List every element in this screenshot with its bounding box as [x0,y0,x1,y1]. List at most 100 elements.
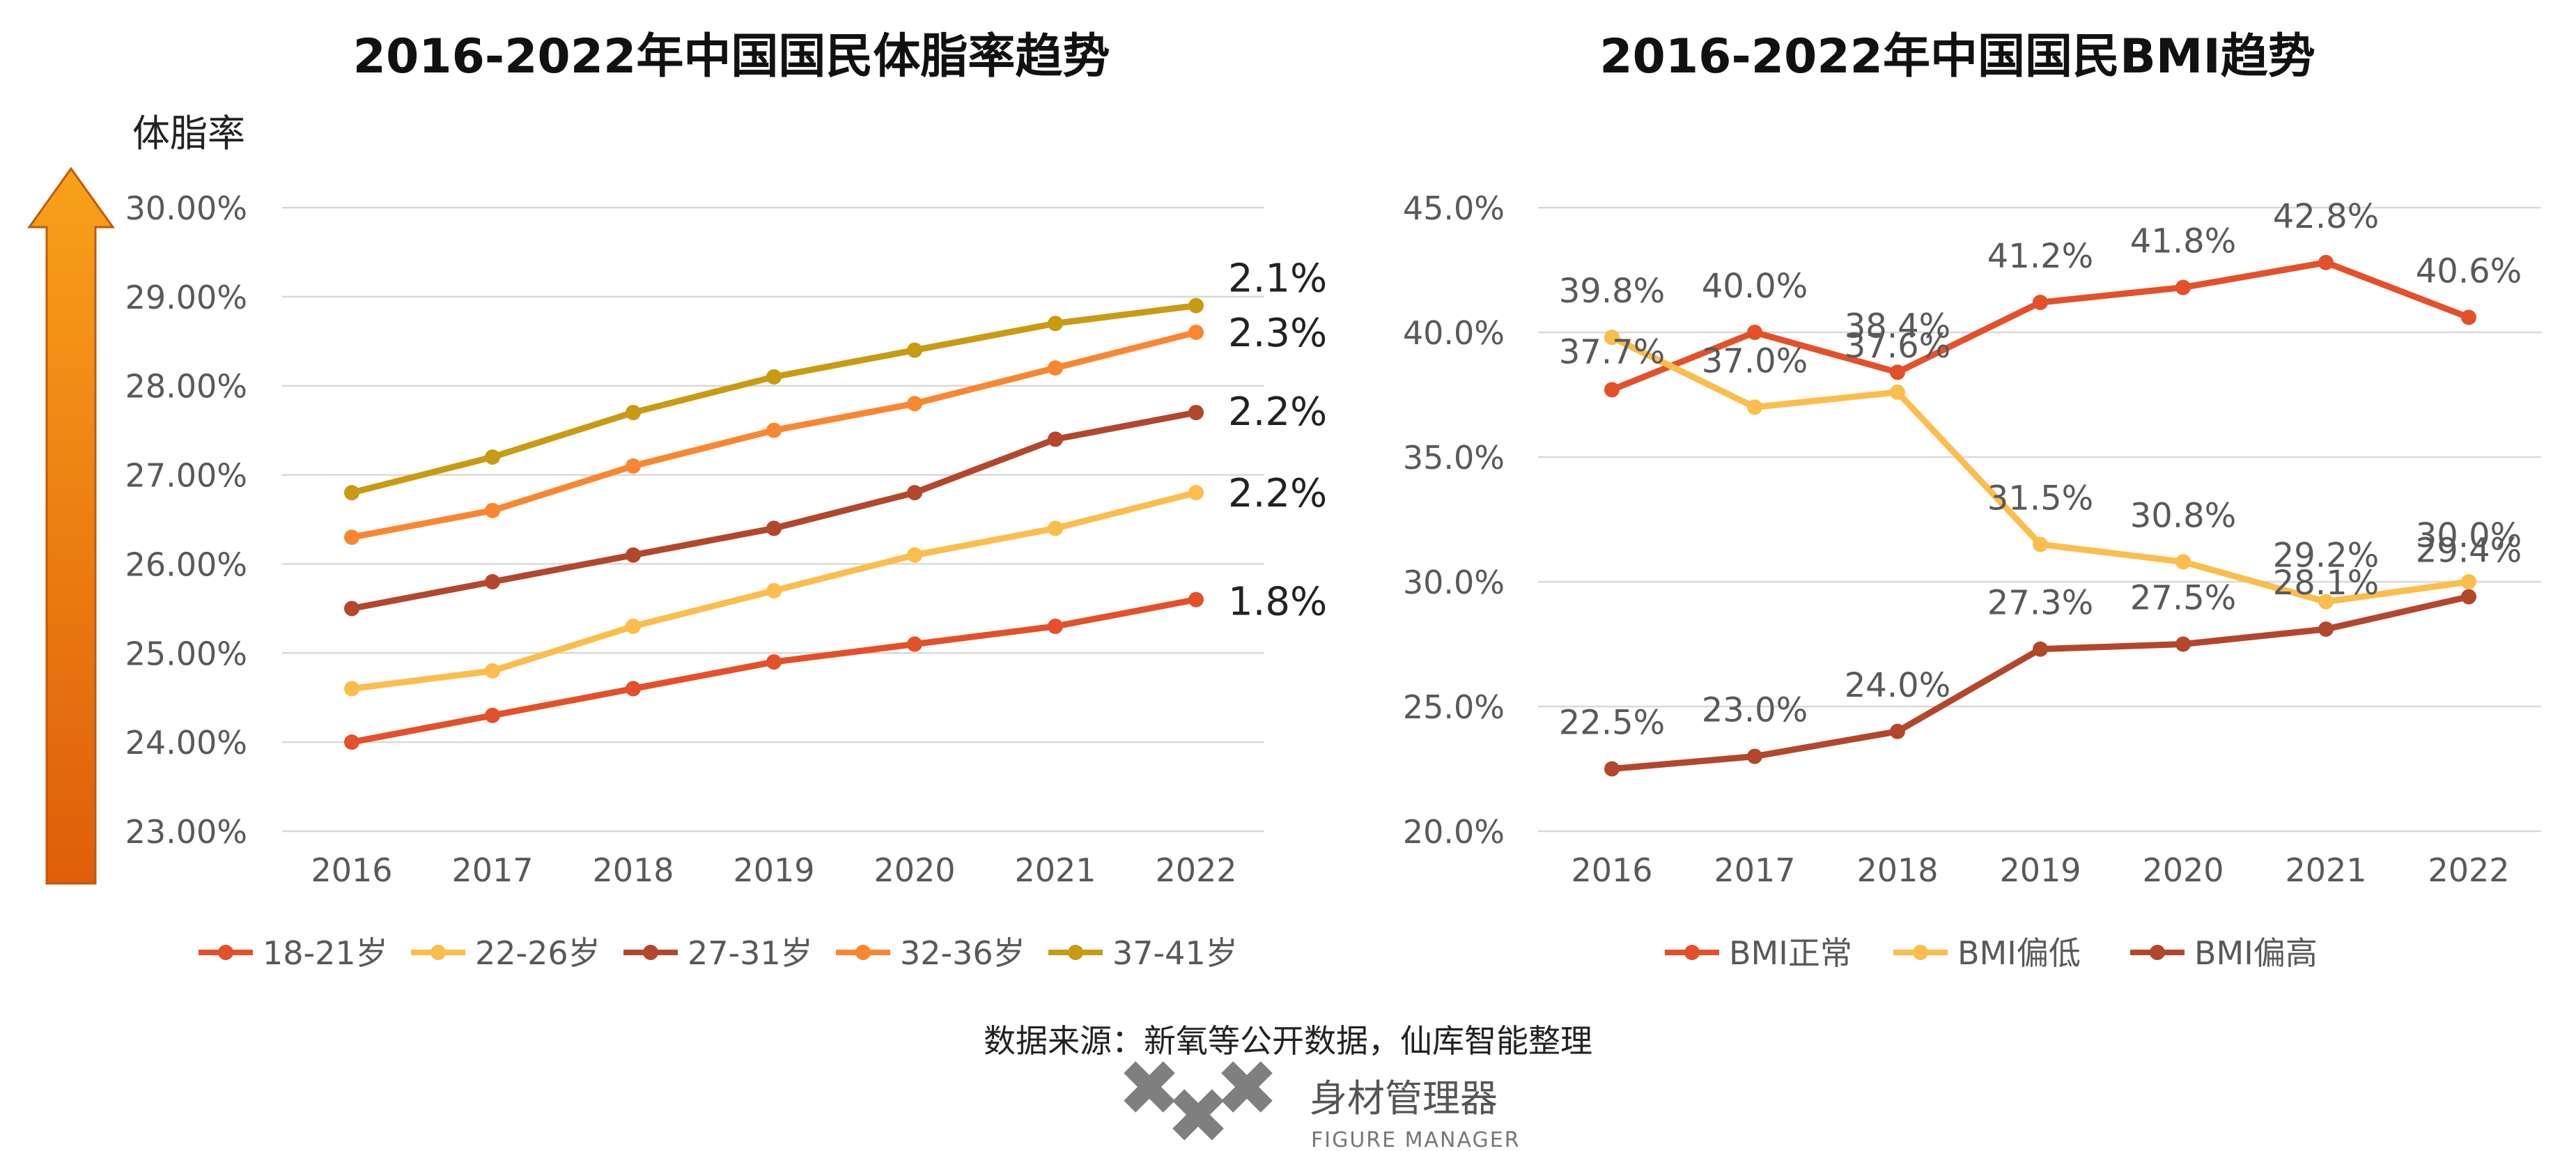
legend-label: 37-41岁 [1112,934,1238,972]
y-tick-label: 29.00% [125,279,247,316]
legend-marker [2150,945,2165,960]
data-label: 24.0% [1845,666,1950,705]
series-end-label: 2.2% [1228,471,1327,516]
data-point [1747,399,1762,415]
x-tick-label: 2021 [2285,851,2366,889]
x-tick-label: 2021 [1014,851,1096,889]
y-tick-label: 30.00% [125,190,247,227]
data-point [344,530,359,546]
x-tick-label: 2017 [1714,851,1795,889]
x-tick-label: 2020 [2142,851,2224,889]
data-point [626,618,641,634]
body-fat-x-ticks: 2016 2017 2018 2019 2020 2021 2022 [311,851,1236,889]
body-fat-chart-title: 2016-2022年中国国民体脂率趋势 [353,29,1110,84]
data-point [766,654,782,670]
data-point [344,601,359,617]
bmi-x-ticks: 2016 2017 2018 2019 2020 2021 2022 [1571,851,2509,889]
legend-label: BMI偏高 [2194,934,2318,972]
data-point [2175,554,2191,570]
logo-english-text: FIGURE MANAGER [1311,1128,1521,1151]
data-point [1188,405,1204,421]
bmi-series [1604,254,2476,777]
data-point [766,369,782,385]
figure-manager-logo: 身材管理器 FIGURE MANAGER [1124,1061,1521,1151]
legend-marker [1068,945,1083,960]
legend-item: 37-41岁 [1048,934,1238,972]
data-point [907,547,922,563]
data-label: 37.0% [1702,341,1808,380]
legend-label: 22-26岁 [475,934,600,972]
series-end-label: 2.3% [1228,311,1327,356]
data-point [1747,325,1762,340]
x-tick-label: 2022 [1155,851,1236,889]
data-point [1188,325,1204,340]
legend-item: 27-31岁 [623,934,813,972]
data-point [626,547,641,563]
data-label: 29.4% [2416,531,2522,570]
y-tick-label: 30.0% [1403,564,1505,601]
data-label: 41.2% [1987,237,2093,276]
legend-label: BMI正常 [1729,934,1852,972]
data-point [2318,254,2334,270]
data-point [626,405,641,421]
logo-stroke [1124,1061,1175,1113]
data-label: 28.1% [2273,564,2379,603]
bmi-legend: BMI正常 BMI偏低 BMI偏高 [1665,934,2318,972]
up-arrow-icon [27,167,115,885]
x-tick-label: 2022 [2428,851,2509,889]
data-label: 31.5% [1987,479,2093,518]
data-point [1890,364,1905,380]
x-tick-label: 2017 [451,851,533,889]
bmi-data-labels: 37.7% 40.0% 38.4% 41.2% 41.8% 42.8% 40.6% 39.8%… [1559,197,2522,743]
data-point [2318,621,2334,638]
data-point [2318,594,2334,610]
data-point [907,636,922,652]
y-tick-label: 28.00% [125,368,247,405]
data-point [1890,384,1905,400]
data-point [1890,723,1905,739]
logo-stroke [1172,1089,1224,1141]
data-label: 30.8% [2130,496,2236,535]
x-tick-label: 2020 [874,851,955,889]
logo-chinese-text: 身材管理器 [1310,1076,1498,1120]
legend-marker [218,945,233,960]
data-label: 27.3% [1987,584,2093,623]
legend-item: BMI偏低 [1893,934,2081,972]
data-label: 40.0% [1702,267,1808,306]
series-end-label: 1.8% [1228,580,1327,625]
y-tick-label: 24.00% [125,724,247,762]
data-point [1188,298,1204,314]
legend-label: 18-21岁 [263,934,388,972]
logo-stroke [1221,1061,1273,1113]
data-label: 39.8% [1559,272,1665,311]
bmi-gridlines [1538,206,2541,833]
data-point [907,342,922,358]
data-label: 23.0% [1702,691,1808,730]
data-point [766,582,782,598]
data-point [1048,618,1063,634]
legend-marker [1684,945,1700,960]
bmi-y-ticks: 45.0% 40.0% 35.0% 30.0% 25.0% 20.0% [1403,190,1505,851]
data-point [485,663,500,679]
x-tick-label: 2016 [1571,851,1652,889]
body-fat-series [344,298,1204,750]
logo-mark-icon [1124,1061,1273,1141]
x-tick-label: 2018 [592,851,674,889]
y-tick-label: 27.00% [125,457,247,495]
data-point [2033,641,2048,657]
legend-item: 18-21岁 [199,934,388,972]
data-point [2461,589,2476,605]
body-fat-chart: 2016-2022年中国国民体脂率趋势 体脂率 30.00% 29.00% 28.0… [27,29,1327,972]
data-point [344,681,359,697]
data-label: 30.0% [2416,516,2522,555]
body-fat-y-ticks: 30.00% 29.00% 28.00% 27.00% 26.00% 25.00% 24.0… [125,190,247,851]
data-label: 37.7% [1559,332,1665,371]
y-tick-label: 20.0% [1403,813,1505,851]
data-point [907,396,922,412]
y-tick-label: 45.0% [1403,190,1505,227]
legend-marker [643,945,658,960]
data-point [1188,485,1204,501]
data-point [485,449,500,465]
data-label: 41.8% [2130,222,2236,261]
legend-label: 32-36岁 [900,934,1025,972]
